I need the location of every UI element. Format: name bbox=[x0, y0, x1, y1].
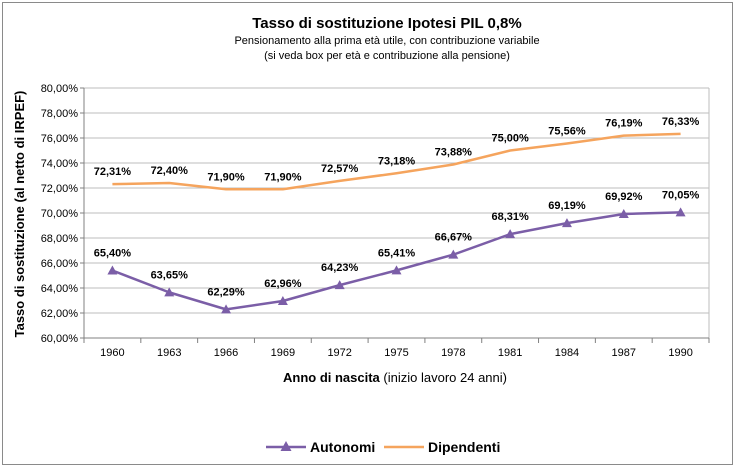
y-axis-title: Tasso di sostituzione (al netto di IRPEF… bbox=[12, 91, 27, 338]
x-axis-title-bold: Anno di nascita bbox=[283, 370, 381, 385]
series-line-dipendenti bbox=[112, 132, 681, 191]
x-tick-label: 1963 bbox=[157, 347, 181, 359]
y-tick-label: 76,00% bbox=[41, 133, 79, 145]
data-point-autonomi bbox=[618, 209, 629, 218]
data-point-autonomi bbox=[505, 229, 516, 239]
y-tick-label: 66,00% bbox=[41, 258, 79, 270]
data-point-autonomi bbox=[448, 249, 459, 259]
y-tick-label: 60,00% bbox=[41, 333, 79, 345]
data-label-dipendenti: 76,33% bbox=[662, 116, 700, 128]
data-label-dipendenti: 71,90% bbox=[207, 171, 245, 183]
data-label-dipendenti: 72,57% bbox=[321, 163, 359, 175]
x-tick-label: 1969 bbox=[271, 347, 295, 359]
x-tick-label: 1981 bbox=[498, 347, 522, 359]
data-point-autonomi bbox=[334, 280, 345, 290]
x-tick-label: 1987 bbox=[612, 347, 636, 359]
data-label-autonomi: 63,65% bbox=[151, 269, 189, 281]
data-point-autonomi bbox=[107, 265, 118, 275]
data-label-autonomi: 65,40% bbox=[94, 248, 132, 260]
data-point-autonomi bbox=[561, 218, 572, 228]
data-label-dipendenti: 71,90% bbox=[264, 171, 302, 183]
x-tick-label: 1990 bbox=[668, 347, 692, 359]
series-line-autonomi bbox=[111, 211, 681, 311]
data-point-autonomi bbox=[675, 207, 686, 217]
y-tick-label: 64,00% bbox=[41, 283, 79, 295]
data-label-autonomi: 65,41% bbox=[378, 247, 416, 259]
x-axis-title-rest: (inizio lavoro 24 anni) bbox=[380, 370, 507, 385]
data-label-dipendenti: 72,40% bbox=[151, 165, 189, 177]
data-label-autonomi: 66,67% bbox=[435, 232, 473, 244]
data-label-autonomi: 69,19% bbox=[548, 200, 586, 212]
chart-title: Tasso di sostituzione Ipotesi PIL 0,8% bbox=[252, 15, 522, 32]
legend-autonomi-label: Autonomi bbox=[310, 439, 375, 455]
y-tick-label: 70,00% bbox=[41, 208, 79, 220]
data-point-autonomi bbox=[221, 304, 232, 314]
data-label-dipendenti: 72,31% bbox=[94, 166, 132, 178]
x-tick-label: 1978 bbox=[441, 347, 465, 359]
data-label-dipendenti: 76,19% bbox=[605, 118, 643, 130]
legend-autonomi-triangle-icon bbox=[280, 441, 292, 451]
series-layer bbox=[107, 132, 686, 314]
data-label-autonomi: 62,29% bbox=[207, 286, 245, 298]
y-tick-label: 80,00% bbox=[41, 83, 79, 95]
y-tick-label: 72,00% bbox=[41, 183, 79, 195]
data-label-dipendenti: 75,00% bbox=[491, 133, 529, 145]
data-point-autonomi bbox=[277, 296, 288, 305]
data-label-autonomi: 64,23% bbox=[321, 262, 359, 274]
legend: Autonomi Dipendenti bbox=[266, 439, 500, 455]
chart-subtitle-line2: (si veda box per età e contribuzione all… bbox=[264, 50, 510, 62]
x-tick-label: 1972 bbox=[327, 347, 351, 359]
legend-dipendenti-label: Dipendenti bbox=[428, 439, 500, 455]
data-point-autonomi bbox=[164, 287, 175, 297]
x-tick-label: 1984 bbox=[555, 347, 579, 359]
y-tick-label: 78,00% bbox=[41, 108, 79, 120]
data-label-dipendenti: 73,18% bbox=[378, 155, 416, 167]
data-label-autonomi: 70,05% bbox=[662, 189, 700, 201]
data-label-dipendenti: 73,88% bbox=[435, 147, 473, 159]
y-tick-label: 62,00% bbox=[41, 308, 79, 320]
y-tick-label: 74,00% bbox=[41, 158, 79, 170]
chart-frame bbox=[2, 2, 733, 465]
y-axis: 60,00% 62,00% 64,00% 66,00% 68,00% 70,00% 72,0… bbox=[41, 83, 85, 345]
x-tick-label: 1975 bbox=[384, 347, 408, 359]
data-labels: 65,40% 63,65% 62,29% 62,96% 64,23% 65,41% 66,6… bbox=[94, 116, 700, 299]
x-tick-label: 1966 bbox=[214, 347, 238, 359]
x-tick-label: 1960 bbox=[100, 347, 124, 359]
data-label-autonomi: 62,96% bbox=[264, 278, 302, 290]
data-label-autonomi: 68,31% bbox=[491, 211, 529, 223]
data-label-dipendenti: 75,56% bbox=[548, 126, 586, 138]
x-axis-title: Anno di nascita (inizio lavoro 24 anni) bbox=[283, 370, 507, 385]
x-axis: 1960 1963 1966 1969 1972 1975 1978 1981 1984 1987… bbox=[83, 337, 710, 359]
chart-subtitle-line1: Pensionamento alla prima età utile, con … bbox=[234, 35, 539, 47]
data-label-autonomi: 69,92% bbox=[605, 191, 643, 203]
y-tick-label: 68,00% bbox=[41, 233, 79, 245]
data-point-autonomi bbox=[391, 265, 402, 275]
